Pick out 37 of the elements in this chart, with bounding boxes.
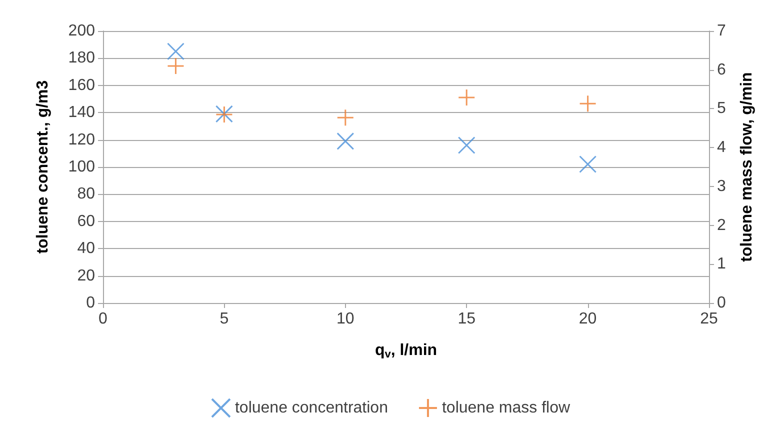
y2-tick-label: 4 — [717, 139, 726, 156]
point — [579, 156, 597, 174]
point — [166, 42, 184, 60]
x-tick-label: 15 — [458, 310, 476, 328]
x-tick-label: 25 — [700, 310, 718, 328]
y-tick-label: 160 — [68, 76, 96, 94]
y2-tick-label: 0 — [717, 294, 726, 312]
x-tick-label: 20 — [578, 310, 597, 328]
y-tick-label: 140 — [68, 104, 96, 122]
x-tick-label: 10 — [336, 310, 354, 328]
y2-tick-label: 6 — [717, 61, 726, 78]
point — [458, 136, 476, 154]
y-tick-label: 120 — [68, 131, 96, 148]
y2-axis-title: toluene mass flow, g/min — [738, 72, 756, 262]
y-tick-label: 20 — [77, 267, 96, 284]
x-tick-label: 0 — [98, 310, 108, 328]
y-tick-label: 100 — [68, 158, 96, 176]
y-tick-label: 60 — [77, 212, 96, 230]
point — [336, 108, 354, 126]
y2-tick-label: 7 — [717, 22, 726, 40]
y2-tick-label: 1 — [717, 256, 726, 273]
y2-tick-label: 5 — [717, 100, 726, 118]
legend-label: toluene mass flow — [442, 400, 570, 416]
legend-label: toluene concentration — [234, 400, 388, 416]
y-tick-label: 80 — [77, 186, 96, 203]
x-tick-label: 5 — [220, 310, 229, 328]
y2-tick-label: 3 — [717, 178, 726, 195]
point — [336, 132, 354, 150]
y-axis-title: toluene concent., g/m3 — [34, 80, 52, 254]
y-tick-label: 200 — [68, 22, 96, 40]
y-tick-label: 180 — [68, 50, 96, 67]
point — [166, 57, 184, 75]
y-tick-label: 40 — [77, 240, 96, 258]
y-tick-label: 0 — [86, 294, 96, 312]
point — [579, 94, 597, 112]
point — [458, 88, 476, 106]
y2-tick-label: 2 — [717, 216, 726, 234]
